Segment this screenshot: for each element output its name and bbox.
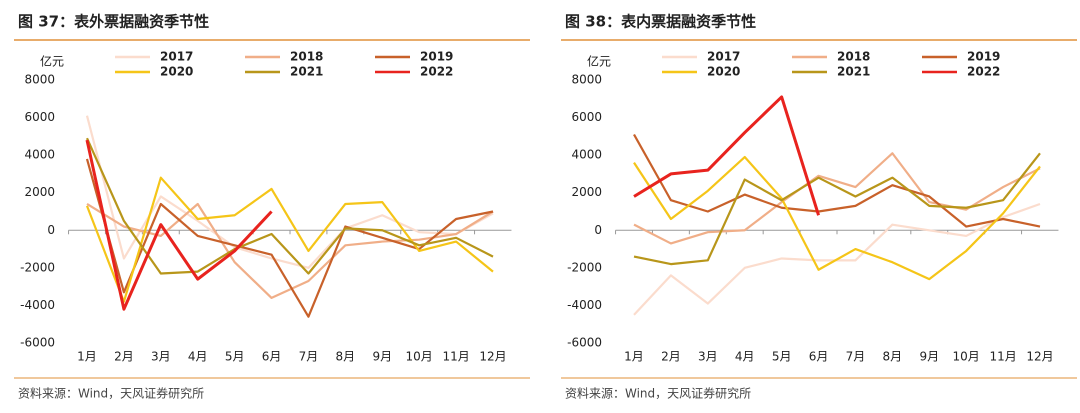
y-tick-label: 0 bbox=[594, 223, 602, 237]
source-note: 资料来源：Wind，天风证券研究所 bbox=[18, 386, 204, 401]
legend-label: 2022 bbox=[967, 65, 1000, 79]
legend-label: 2021 bbox=[290, 65, 323, 79]
legend-label: 2020 bbox=[707, 65, 740, 79]
y-axis-label: 亿元 bbox=[587, 54, 611, 69]
x-tick-label: 12月 bbox=[1026, 350, 1053, 364]
x-tick-label: 9月 bbox=[919, 350, 939, 364]
x-tick-label: 10月 bbox=[406, 350, 433, 364]
x-tick-label: 1月 bbox=[624, 350, 644, 364]
series-line bbox=[633, 95, 820, 216]
chart-title: 图 38：表内票据融资季节性 bbox=[565, 13, 756, 31]
legend-label: 2019 bbox=[420, 50, 453, 64]
y-tick-label: -4000 bbox=[567, 298, 602, 312]
x-tick-label: 4月 bbox=[735, 350, 755, 364]
x-tick-label: 8月 bbox=[336, 350, 356, 364]
y-axis-label: 亿元 bbox=[40, 54, 64, 69]
legend-label: 2019 bbox=[967, 50, 1000, 64]
y-tick-label: 8000 bbox=[571, 73, 602, 87]
y-tick-label: 6000 bbox=[571, 110, 602, 124]
x-tick-label: 2月 bbox=[114, 350, 134, 364]
x-tick-label: 8月 bbox=[883, 350, 903, 364]
y-tick-label: 8000 bbox=[24, 73, 55, 87]
y-tick-label: 2000 bbox=[571, 185, 602, 199]
series-line bbox=[86, 202, 494, 300]
y-tick-label: 6000 bbox=[24, 110, 55, 124]
series-line bbox=[85, 115, 494, 269]
x-tick-label: 10月 bbox=[953, 350, 980, 364]
series-line bbox=[633, 133, 1041, 228]
series-line bbox=[633, 152, 1041, 266]
series-line bbox=[85, 158, 494, 318]
legend-label: 2021 bbox=[837, 65, 870, 79]
series-line bbox=[85, 137, 494, 275]
x-tick-label: 3月 bbox=[698, 350, 718, 364]
series-line bbox=[85, 139, 273, 311]
y-tick-label: -2000 bbox=[567, 260, 602, 274]
legend-label: 2022 bbox=[420, 65, 453, 79]
x-tick-label: 5月 bbox=[772, 350, 792, 364]
x-tick-label: 6月 bbox=[809, 350, 829, 364]
y-tick-label: -2000 bbox=[20, 260, 55, 274]
y-tick-label: 2000 bbox=[24, 185, 55, 199]
y-tick-label: -4000 bbox=[20, 298, 55, 312]
source-note: 资料来源：Wind，天风证券研究所 bbox=[565, 386, 751, 401]
legend-label: 2018 bbox=[290, 50, 323, 64]
x-tick-label: 7月 bbox=[299, 350, 319, 364]
legend-label: 2018 bbox=[837, 50, 870, 64]
y-tick-label: 0 bbox=[47, 223, 55, 237]
x-tick-label: 12月 bbox=[479, 350, 506, 364]
x-tick-label: 1月 bbox=[77, 350, 97, 364]
x-tick-label: 11月 bbox=[989, 350, 1016, 364]
x-tick-label: 4月 bbox=[188, 350, 208, 364]
x-tick-label: 3月 bbox=[151, 350, 171, 364]
x-tick-label: 6月 bbox=[262, 350, 282, 364]
y-tick-label: -6000 bbox=[20, 336, 55, 350]
series-line bbox=[85, 176, 494, 303]
legend-label: 2017 bbox=[160, 50, 193, 64]
x-tick-label: 9月 bbox=[372, 350, 392, 364]
x-tick-label: 2月 bbox=[661, 350, 681, 364]
x-tick-label: 11月 bbox=[442, 350, 469, 364]
legend-label: 2020 bbox=[160, 65, 193, 79]
x-tick-label: 7月 bbox=[846, 350, 866, 364]
y-tick-label: -6000 bbox=[567, 336, 602, 350]
legend-label: 2017 bbox=[707, 50, 740, 64]
series-line bbox=[633, 155, 1041, 281]
y-tick-label: 4000 bbox=[571, 148, 602, 162]
chart-title: 图 37：表外票据融资季节性 bbox=[18, 13, 209, 31]
x-tick-label: 5月 bbox=[225, 350, 245, 364]
y-tick-label: 4000 bbox=[24, 148, 55, 162]
